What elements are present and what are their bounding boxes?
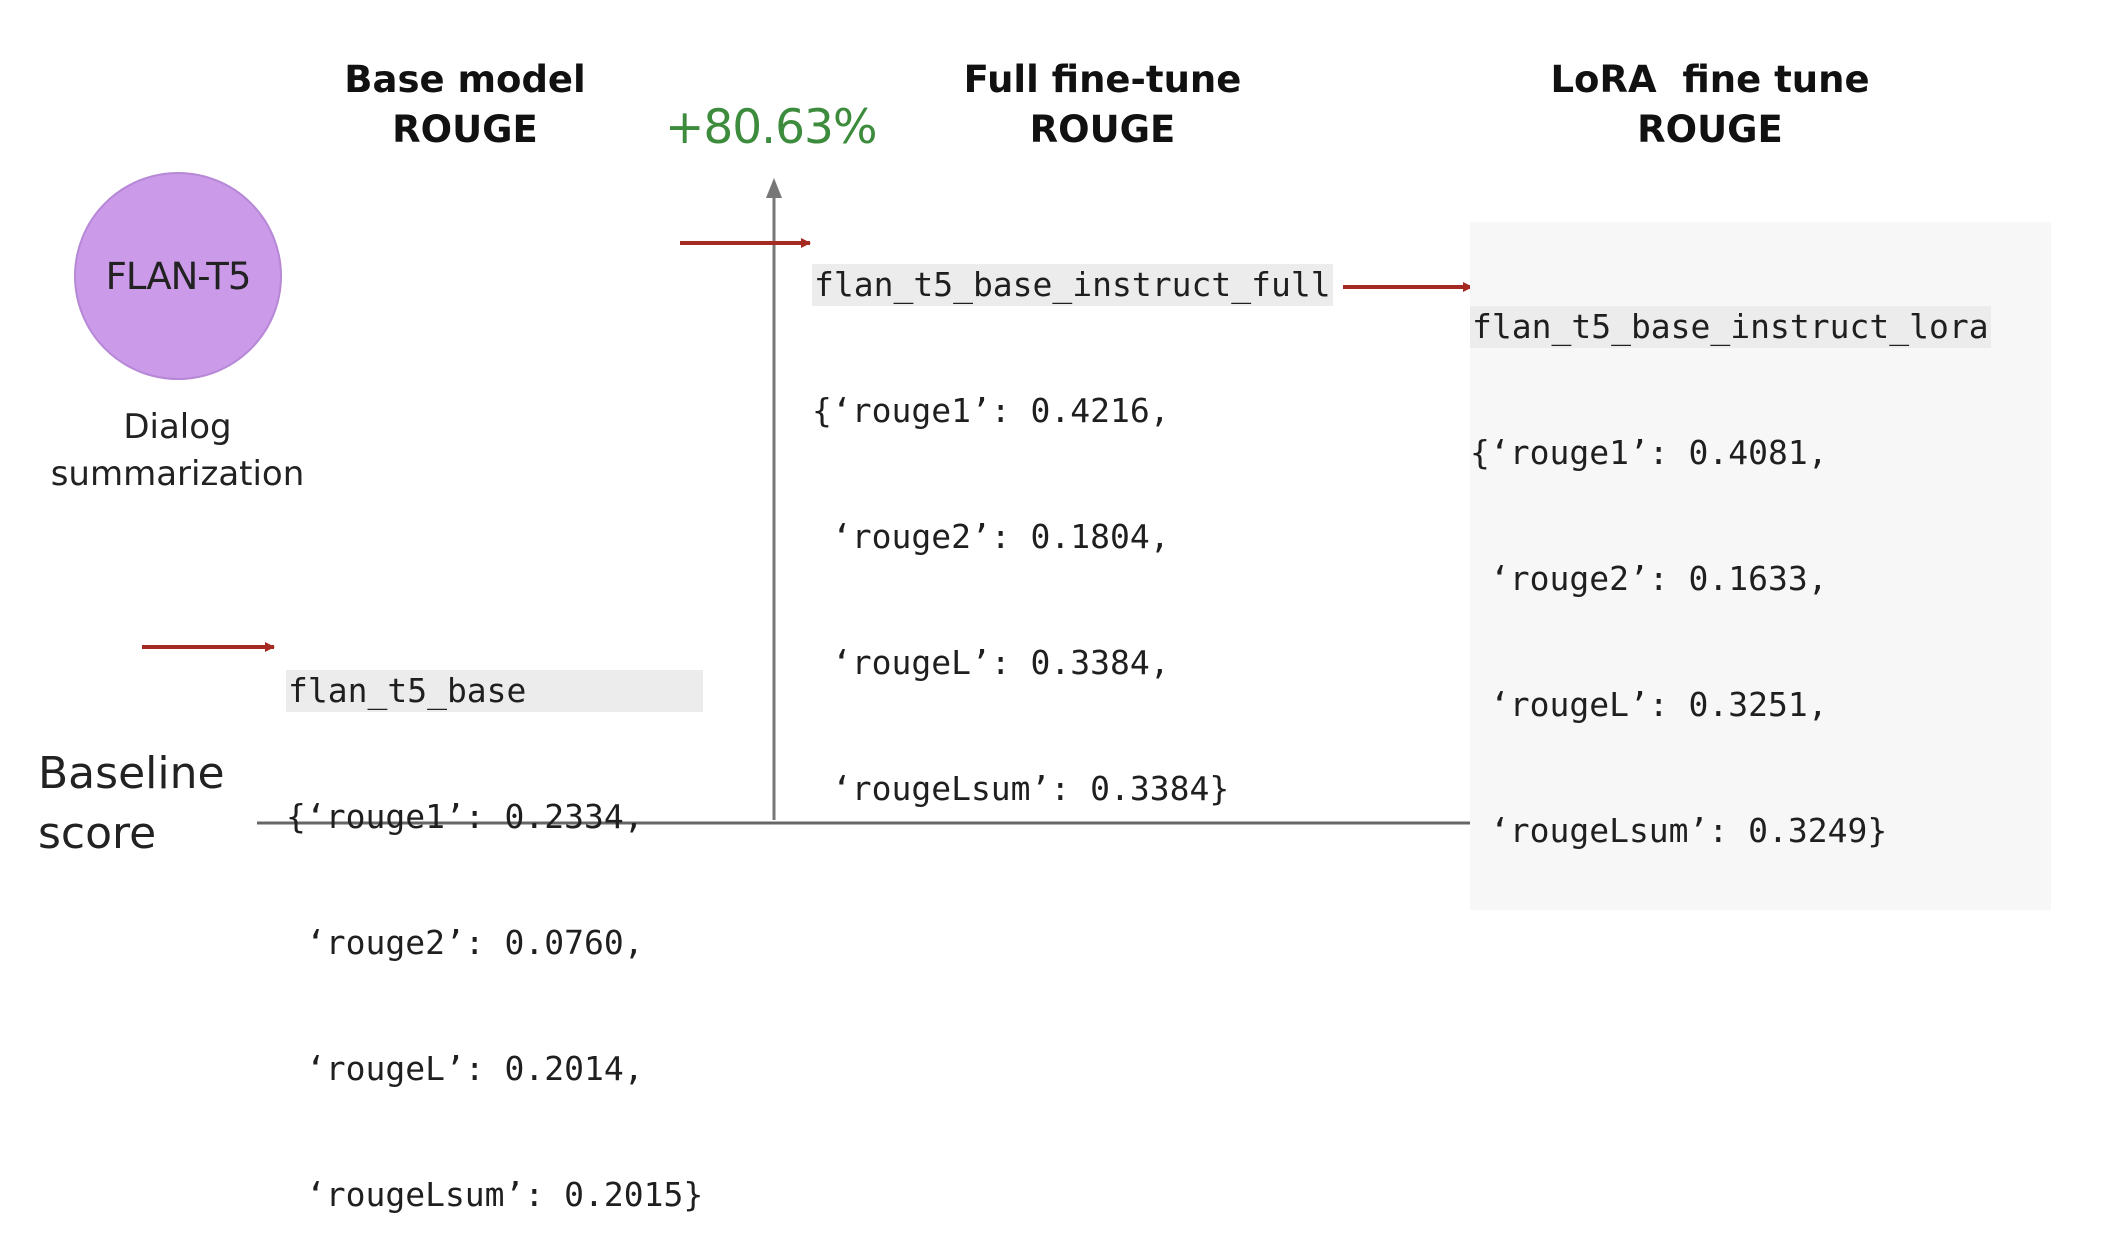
flan-t5-circle: FLAN-T5 xyxy=(74,172,282,380)
full-rouge2-line: ‘rouge2’: 0.1804, xyxy=(812,517,1170,556)
full-finetune-title-line1: Full fine-tune xyxy=(963,58,1242,101)
base-result-block: flan_t5_base {‘rouge1’: 0.2334, ‘rouge2’… xyxy=(286,586,704,1258)
improvement-percent: +80.63% xyxy=(665,100,878,155)
base-rougeLsum-line: ‘rougeLsum’: 0.2015} xyxy=(286,1175,704,1214)
lora-result-block: flan_t5_base_instruct_lora {‘rouge1’: 0.… xyxy=(1470,222,2051,910)
lora-model-name: flan_t5_base_instruct_lora xyxy=(1470,306,1991,348)
lora-finetune-title-line1: LoRA fine tune xyxy=(1550,58,1870,101)
full-rougeLsum-line: ‘rougeLsum’: 0.3384} xyxy=(812,769,1230,808)
vertical-axis-arrowhead xyxy=(766,178,782,198)
full-finetune-title: Full fine-tune ROUGE xyxy=(930,55,1275,155)
task-label: Dialog summarization xyxy=(30,404,325,498)
lora-rouge2-line: ‘rouge2’: 0.1633, xyxy=(1470,559,1828,598)
full-result-block: flan_t5_base_instruct_full {‘rouge1’: 0.… xyxy=(812,180,1333,852)
full-model-name: flan_t5_base_instruct_full xyxy=(812,264,1333,306)
full-finetune-title-line2: ROUGE xyxy=(1029,108,1176,151)
full-rouge1-line: {‘rouge1’: 0.4216, xyxy=(812,391,1170,430)
lora-rougeLsum-line: ‘rougeLsum’: 0.3249} xyxy=(1470,811,1888,850)
task-label-line1: Dialog xyxy=(123,407,232,447)
lora-rouge1-line: {‘rouge1’: 0.4081, xyxy=(1470,433,1828,472)
base-model-name: flan_t5_base xyxy=(286,670,704,712)
base-rouge1-line: {‘rouge1’: 0.2334, xyxy=(286,797,644,836)
baseline-score-line2: score xyxy=(38,808,157,859)
baseline-score-line1: Baseline xyxy=(38,748,225,799)
full-rougeL-line: ‘rougeL’: 0.3384, xyxy=(812,643,1170,682)
base-model-title: Base model ROUGE xyxy=(300,55,630,155)
flan-t5-label: FLAN-T5 xyxy=(105,254,252,298)
lora-finetune-title-line2: ROUGE xyxy=(1637,108,1783,151)
base-rouge2-line: ‘rouge2’: 0.0760, xyxy=(286,923,644,962)
base-rougeL-line: ‘rougeL’: 0.2014, xyxy=(286,1049,644,1088)
baseline-score-label: Baseline score xyxy=(38,744,225,864)
base-model-title-line2: ROUGE xyxy=(392,108,538,151)
lora-rougeL-line: ‘rougeL’: 0.3251, xyxy=(1470,685,1828,724)
base-model-title-line1: Base model xyxy=(344,58,586,101)
lora-finetune-title: LoRA fine tune ROUGE xyxy=(1520,55,1900,155)
task-label-line2: summarization xyxy=(50,454,305,494)
